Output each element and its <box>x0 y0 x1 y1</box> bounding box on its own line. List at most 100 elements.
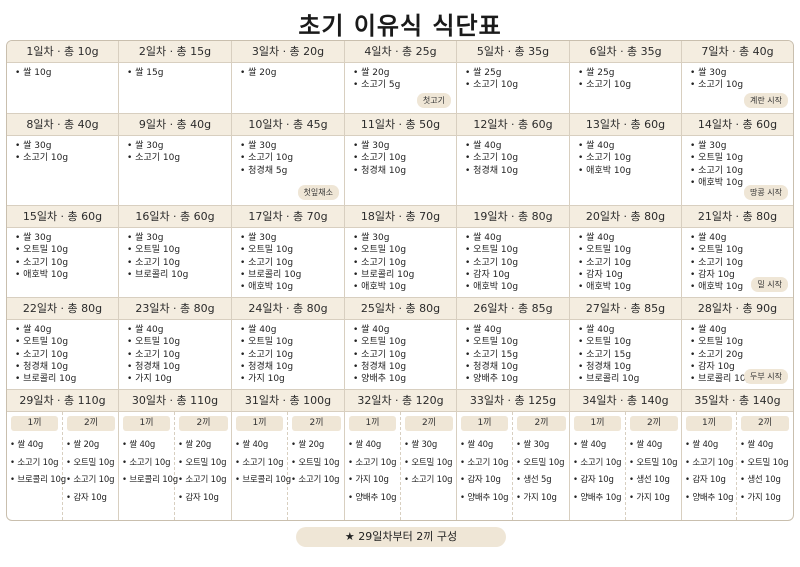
meal-columns: 1끼 • 쌀 40g • 소고기 10g • 브로콜리 10g 2끼 • 쌀 20g • 오… <box>232 412 344 520</box>
day-cell: 9일차 · 총 40g • 쌀 30g • 소고기 10g <box>119 114 232 206</box>
ingredient-item: • 오트밀 10g <box>15 245 69 256</box>
ingredient-item: • 감자 10g <box>573 475 614 485</box>
ingredient-item: • 쌀 40g <box>240 325 277 335</box>
two-meal-day-cell: 29일차 · 총 110g 1끼 • 쌀 40g • 소고기 10g • 브로콜리 10… <box>7 390 119 520</box>
meal-plan-grid: 1일차 · 총 10g • 쌀 10g 2일차 · 총 15g • 쌀 15g 3일차 … <box>6 40 794 521</box>
ingredient-item: • 감자 10g <box>66 492 107 503</box>
meal-2: 2끼 • 쌀 40g • 오트밀 10g • 생선 10g • 가지 10g <box>626 412 681 520</box>
meal-columns: 1끼 • 쌀 40g • 소고기 10g • 감자 10g • 양배추 10g 2끼 • 쌀… <box>570 412 681 520</box>
day-header: 28일차 · 총 90g <box>682 298 793 320</box>
ingredient-item: • 쌀 40g <box>465 141 502 151</box>
ingredient-item: • 오트밀 10g <box>353 337 407 348</box>
day-header: 27일차 · 총 85g <box>570 298 681 320</box>
day-header: 15일차 · 총 60g <box>7 206 118 228</box>
meal-label: 1끼 <box>123 416 170 431</box>
ingredient-item: • 브로콜리 10g <box>235 475 291 485</box>
ingredient-item: • 쌀 40g <box>578 325 615 335</box>
ingredient-item: • 오트밀 10g <box>178 457 227 468</box>
ingredient-list: • 쌀 20g • 오트밀 10g • 소고기 10g • 감자 10g <box>175 431 231 507</box>
two-meal-day-cell: 32일차 · 총 120g 1끼 • 쌀 40g • 소고기 10g • 가지 10g •… <box>345 390 457 520</box>
ingredient-item: • 소고기 10g <box>66 475 115 485</box>
two-meal-day-cell: 31일차 · 총 100g 1끼 • 쌀 40g • 소고기 10g • 브로콜리 10… <box>232 390 345 520</box>
meal-label: 2끼 <box>405 416 453 431</box>
ingredient-item: • 쌀 40g <box>465 233 502 243</box>
day-cell: 19일차 · 총 80g • 쌀 40g • 오트밀 10g • 소고기 10g • 감… <box>457 206 570 298</box>
ingredient-list: • 쌀 40g • 오트밀 10g • 생선 10g • 가지 10g <box>626 431 681 507</box>
day-header: 3일차 · 총 20g <box>232 41 344 63</box>
day-cell: 23일차 · 총 80g • 쌀 40g • 오트밀 10g • 소고기 10g • 청… <box>119 298 232 390</box>
ingredient-list: • 쌀 30g • 소고기 10g • 청경채 10g <box>345 136 456 177</box>
two-meal-day-cell: 30일차 · 총 110g 1끼 • 쌀 40g • 소고기 10g • 브로콜리 10… <box>119 390 232 520</box>
ingredient-item: • 청경채 10g <box>465 361 519 372</box>
ingredient-item: • 쌀 40g <box>348 440 382 450</box>
ingredient-list: • 쌀 40g • 소고기 10g • 감자 10g • 양배추 10g <box>457 431 512 507</box>
ingredient-list: • 쌀 40g • 오트밀 10g • 소고기 10g • 청경채 10g • 가지 1… <box>119 320 231 385</box>
ingredient-item: • 쌀 40g <box>578 233 615 243</box>
day-header: 16일차 · 총 60g <box>119 206 231 228</box>
ingredient-list: • 쌀 30g • 오트밀 10g • 소고기 10g • 브로콜리 10g • 애호박… <box>345 228 456 293</box>
ingredient-item: • 브로콜리 10g <box>353 269 415 280</box>
day-cell: 13일차 · 총 60g • 쌀 40g • 소고기 10g • 애호박 10g <box>570 114 682 206</box>
ingredient-item: • 청경채 10g <box>127 361 181 372</box>
day-header: 19일차 · 총 80g <box>457 206 569 228</box>
meal-2: 2끼 • 쌀 40g • 오트밀 10g • 생선 10g • 가지 10g <box>737 412 793 520</box>
ingredient-item: • 가지 10g <box>629 492 670 503</box>
two-meal-note: ★ 29일차부터 2끼 구성 <box>296 527 506 547</box>
ingredient-item: • 쌀 30g <box>15 141 52 151</box>
day-header: 13일차 · 총 60g <box>570 114 681 136</box>
meal-label: 1끼 <box>686 416 732 431</box>
day-header: 25일차 · 총 80g <box>345 298 456 320</box>
ingredient-item: • 쌀 20g <box>353 68 390 78</box>
ingredient-item: • 소고기 10g <box>578 153 632 164</box>
day-cell: 26일차 · 총 85g • 쌀 40g • 오트밀 10g • 소고기 15g • 청… <box>457 298 570 390</box>
day-header: 8일차 · 총 40g <box>7 114 118 136</box>
milestone-badge: 계란 시작 <box>744 93 788 108</box>
day-header: 26일차 · 총 85g <box>457 298 569 320</box>
day-header: 12일차 · 총 60g <box>457 114 569 136</box>
day-header: 24일차 · 총 80g <box>232 298 344 320</box>
milestone-badge: 땅콩 시작 <box>744 185 788 200</box>
meal-label: 2끼 <box>67 416 115 431</box>
day-header: 29일차 · 총 110g <box>7 390 118 412</box>
ingredient-item: • 양배추 10g <box>685 492 734 503</box>
ingredient-item: • 오트밀 10g <box>291 457 340 468</box>
ingredient-item: • 소고기 10g <box>685 457 734 468</box>
meal-2: 2끼 • 쌀 20g • 오트밀 10g • 소고기 10g • 감자 10g <box>63 412 118 520</box>
ingredient-item: • 생선 10g <box>740 475 781 485</box>
ingredient-item: • 쌀 40g <box>629 440 663 450</box>
ingredient-item: • 청경채 10g <box>353 361 407 372</box>
ingredient-item: • 오트밀 10g <box>465 337 519 348</box>
ingredient-list: • 쌀 40g • 소고기 10g • 브로콜리 10g <box>232 431 291 490</box>
ingredient-item: • 소고기 10g <box>573 457 622 468</box>
day-cell: 27일차 · 총 85g • 쌀 40g • 오트밀 10g • 소고기 15g • 청… <box>570 298 682 390</box>
ingredient-item: • 양배추 10g <box>465 374 519 385</box>
ingredient-list: • 쌀 20g <box>232 63 344 79</box>
day-cell: 7일차 · 총 40g • 쌀 30g • 소고기 10g 계란 시작 <box>682 41 793 114</box>
ingredient-item: • 가지 10g <box>516 492 557 503</box>
ingredient-item: • 소고기 10g <box>404 475 453 485</box>
ingredient-item: • 쌀 40g <box>573 440 607 450</box>
ingredient-list: • 쌀 40g • 오트밀 10g • 소고기 10g • 감자 10g • 애호박 1… <box>570 228 681 293</box>
day-cell: 25일차 · 총 80g • 쌀 40g • 오트밀 10g • 소고기 10g • 청… <box>345 298 457 390</box>
ingredient-list: • 쌀 40g • 오트밀 10g • 소고기 10g • 청경채 10g • 양배추 … <box>345 320 456 385</box>
ingredient-item: • 쌀 25g <box>578 68 615 78</box>
ingredient-list: • 쌀 40g • 소고기 10g • 감자 10g • 양배추 10g <box>570 431 625 507</box>
ingredient-item: • 소고기 10g <box>465 80 519 91</box>
ingredient-item: • 쌀 40g <box>465 325 502 335</box>
ingredient-item: • 애호박 10g <box>578 282 632 293</box>
ingredient-item: • 오트밀 10g <box>578 245 632 256</box>
ingredient-item: • 감자 10g <box>685 475 726 485</box>
ingredient-item: • 소고기 10g <box>690 80 744 91</box>
ingredient-item: • 소고기 10g <box>353 349 407 360</box>
ingredient-item: • 오트밀 10g <box>465 245 519 256</box>
ingredient-item: • 오트밀 10g <box>578 337 632 348</box>
ingredient-item: • 오트밀 10g <box>740 457 789 468</box>
ingredient-item: • 애호박 10g <box>465 282 519 293</box>
ingredient-item: • 소고기 10g <box>235 457 284 468</box>
ingredient-item: • 쌀 20g <box>66 440 100 450</box>
ingredient-item: • 소고기 10g <box>15 153 69 164</box>
ingredient-item: • 청경채 10g <box>353 165 407 176</box>
meal-1: 1끼 • 쌀 40g • 소고기 10g • 감자 10g • 양배추 10g <box>457 412 513 520</box>
ingredient-list: • 쌀 30g • 오트밀 10g • 소고기 10g • 애호박 10g <box>682 136 793 189</box>
ingredient-item: • 양배추 10g <box>573 492 622 503</box>
